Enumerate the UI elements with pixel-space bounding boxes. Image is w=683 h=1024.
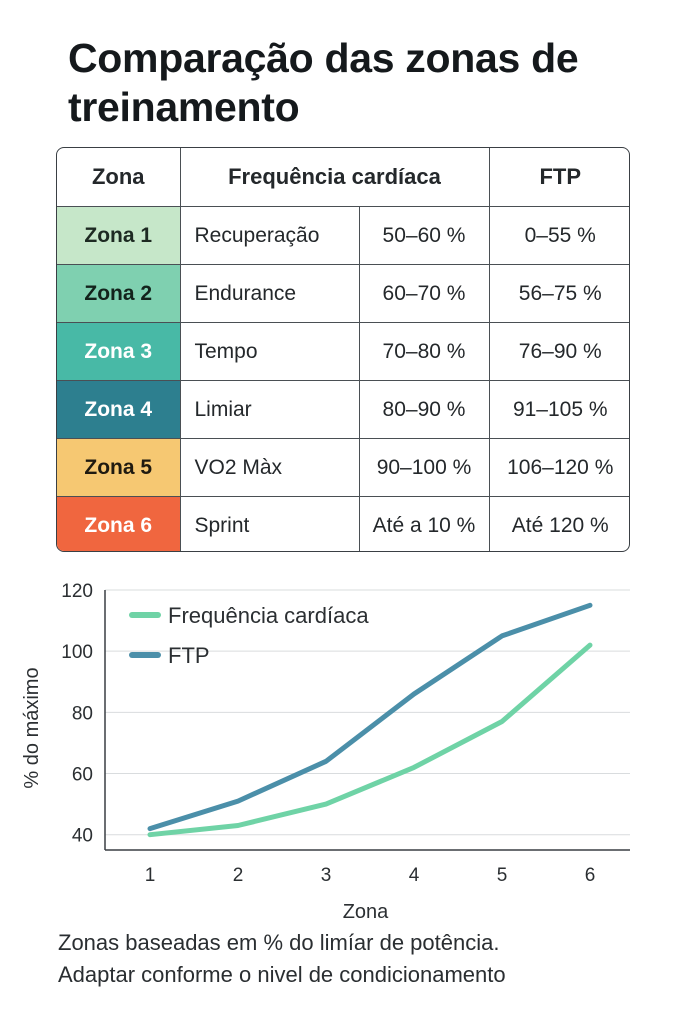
x-tick-label: 5 [497,865,508,886]
zone-badge: Zona 6 [57,496,181,551]
y-tick-label: 120 [61,581,93,602]
ftp-cell: 76–90 % [488,322,629,381]
zone-name-cell: Sprint [179,496,360,551]
y-tick-label: 60 [72,765,93,786]
ftp-cell: 56–75 % [488,264,629,323]
heart-rate-cell: Até a 10 % [358,496,490,551]
footnote-line-2: Adaptar conforme o nivel de condicioname… [58,962,506,987]
zone-name-cell: VO2 Màx [179,438,360,497]
zone-badge: Zona 4 [57,380,181,439]
x-tick-label: 2 [233,865,244,886]
zone-name-cell: Limiar [179,380,360,439]
y-tick-label: 80 [72,703,93,724]
legend-label: FTP [168,643,210,668]
series-line-ftp [147,602,593,832]
table-row: Zona 5 VO2 Màx 90–100 % 106–120 % [57,438,629,497]
header-zone: Zona [57,148,181,207]
chart-svg: 40 60 80 100 120 1 2 3 4 5 6 Zona % do máximo Frequên… [21,581,630,923]
ftp-cell: Até 120 % [488,496,629,551]
table-row: Zona 2 Endurance 60–70 % 56–75 % [57,264,629,323]
ftp-cell: 0–55 % [488,206,629,265]
line-chart: 40 60 80 100 120 1 2 3 4 5 6 Zona % do máximo Frequên… [0,570,683,930]
header-ftp: FTP [488,148,629,207]
ftp-cell: 91–105 % [488,380,629,439]
ftp-cell: 106–120 % [488,438,629,497]
table-header-row: Zona Frequência cardíaca FTP [57,148,629,207]
zone-badge: Zona 2 [57,264,181,323]
x-tick-label: 3 [321,865,332,886]
page-title: Comparação das zonas de treinamento [68,35,579,130]
x-tick-label: 1 [145,865,156,886]
x-tick-label: 4 [409,865,420,886]
heart-rate-cell: 80–90 % [358,380,490,439]
legend-label: Frequência cardíaca [168,603,369,628]
heart-rate-cell: 50–60 % [358,206,490,265]
zone-name-cell: Recuperação [179,206,360,265]
zone-badge: Zona 5 [57,438,181,497]
zone-name-cell: Tempo [179,322,360,381]
table-row: Zona 1 Recuperação 50–60 % 0–55 % [57,206,629,265]
table-row: Zona 3 Tempo 70–80 % 76–90 % [57,322,629,381]
header-heart-rate: Frequência cardíaca [179,148,490,207]
footnote-line-1: Zonas baseadas em % do limíar de potênci… [58,930,500,955]
zone-badge: Zona 1 [57,206,181,265]
y-axis-label: % do máximo [21,667,43,788]
y-tick-label: 100 [61,642,93,663]
heart-rate-cell: 90–100 % [358,438,490,497]
series-line-heart-rate [147,642,593,838]
zone-table: Zona Frequência cardíaca FTP Zona 1 Recup… [56,147,630,552]
x-tick-label: 6 [585,865,596,886]
footnote: Zonas baseadas em % do limíar de potênci… [58,927,668,991]
heart-rate-cell: 70–80 % [358,322,490,381]
table-row: Zona 4 Limiar 80–90 % 91–105 % [57,380,629,439]
table-row: Zona 6 Sprint Até a 10 % Até 120 % [57,496,629,551]
x-axis-label: Zona [343,901,389,923]
zone-badge: Zona 3 [57,322,181,381]
zone-name-cell: Endurance [179,264,360,323]
heart-rate-cell: 60–70 % [358,264,490,323]
y-tick-label: 40 [72,826,93,847]
